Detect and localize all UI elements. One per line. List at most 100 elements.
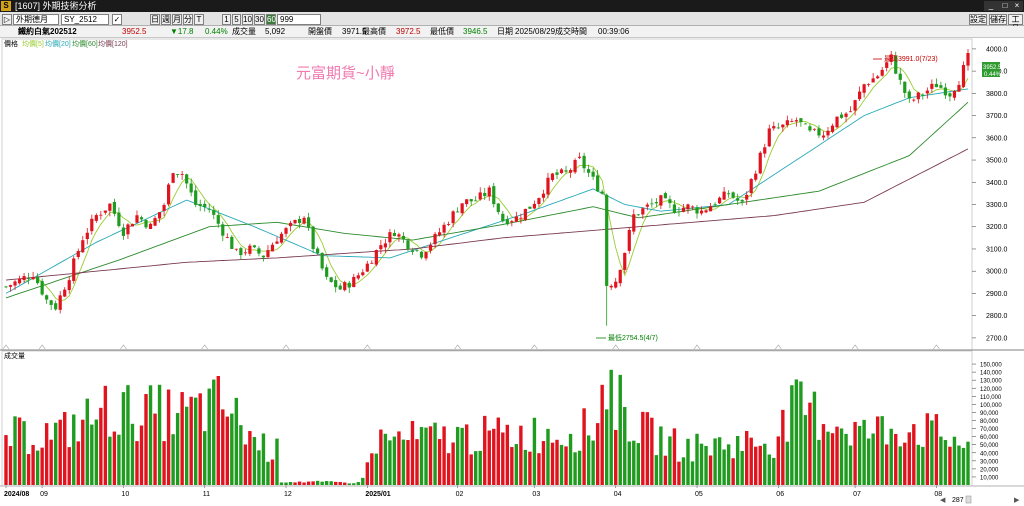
tools-button[interactable]: 工具 (1008, 14, 1023, 33)
volume-bar (203, 431, 207, 485)
period-day[interactable]: 日 (150, 14, 160, 25)
quote-info-bar: 鐵約白氣202512 3952.5 ▼17.8 0.44% 成交量 5,092 … (0, 26, 1024, 38)
volume-value: 5,092 (265, 27, 286, 36)
chart-area[interactable]: 2700.0 2800.0 2900.0 3000.0 3100.0 3200.0 3300… (0, 38, 1024, 506)
scroll-right-icon[interactable]: ▶ (1014, 497, 1020, 504)
candle-body (894, 55, 898, 74)
candle-body (885, 62, 889, 68)
scroll-left-icon[interactable]: ◀ (940, 497, 946, 504)
candle-body (343, 282, 347, 291)
volume-bar (266, 461, 270, 485)
volume-bar (763, 443, 767, 485)
volume-bar (659, 426, 663, 485)
interval-10[interactable]: 10 (242, 14, 253, 25)
volume-bar (365, 462, 370, 485)
volume-bar (627, 441, 631, 485)
play-icon[interactable]: ▷ (2, 14, 12, 25)
candle-body (81, 240, 85, 253)
volume-bar (573, 452, 577, 485)
candle-body (307, 217, 311, 227)
period-week[interactable]: 週 (161, 14, 171, 25)
volume-bar (826, 431, 830, 485)
volume-bar (26, 454, 31, 485)
candle-body (704, 210, 708, 213)
candle-body (406, 240, 410, 250)
candle-body (316, 248, 320, 254)
volume-bar (744, 430, 749, 485)
open-value: 3971.5 (342, 27, 367, 36)
volume-bar (469, 454, 473, 485)
market-select[interactable]: 外期德月 (13, 14, 59, 25)
volume-bar (912, 424, 916, 485)
scrollbar-thumb[interactable] (965, 495, 972, 504)
candle-body (582, 155, 586, 169)
period-minute[interactable]: 分 (183, 14, 193, 25)
candle-body (85, 232, 89, 240)
volume-bar (812, 391, 817, 485)
candle-body (257, 248, 261, 254)
checkbox[interactable]: ✓ (112, 14, 122, 25)
candle-body (889, 54, 893, 62)
volume-bar (288, 481, 293, 485)
volume-bar (862, 419, 866, 485)
candle-body (708, 206, 713, 212)
settings-button[interactable]: 設定 (969, 14, 987, 25)
volume-bar (94, 419, 99, 485)
candle-body (58, 295, 62, 310)
legend-ma20: 均價[20] (45, 39, 71, 48)
maximize-button[interactable]: □ (998, 1, 1012, 11)
bar-count-input[interactable]: 999 (277, 14, 321, 25)
volume-bar (329, 481, 333, 485)
candle-body (573, 159, 577, 173)
volume-bar (112, 431, 117, 485)
ma120-line (5, 148, 969, 281)
candle-body (293, 220, 297, 224)
volume-bar (139, 425, 144, 485)
close-button[interactable]: × (1011, 1, 1023, 11)
volume-bar (44, 423, 49, 485)
volume-bar (894, 433, 898, 485)
candle-body (379, 245, 383, 250)
high-label: 最高價 (362, 27, 386, 36)
candle-body (320, 252, 324, 269)
volume-bar (85, 398, 89, 485)
candle-body (424, 252, 428, 259)
volume-axis-label: 100,000 (980, 403, 1002, 409)
volume-bar (76, 441, 80, 485)
low-label: 最低價 (430, 27, 454, 36)
interval-60[interactable]: 60 (266, 14, 276, 25)
candle-body (370, 262, 374, 264)
time-label: 成交時間 (555, 27, 587, 36)
save-button[interactable]: 儲存 (989, 14, 1007, 25)
candle-body (212, 210, 216, 215)
legend-ma120: 均價[120] (98, 39, 128, 48)
volume-bar (108, 436, 112, 485)
period-month[interactable]: 月 (172, 14, 182, 25)
interval-1[interactable]: 1 (222, 14, 231, 25)
candle-body (695, 207, 699, 214)
candle-body (853, 100, 857, 111)
volume-bar (275, 438, 279, 485)
interval-5[interactable]: 5 (232, 14, 241, 25)
candlestick-chart[interactable]: 2700.0 2800.0 2900.0 3000.0 3100.0 3200.0 3300… (0, 38, 1024, 506)
volume-bar (501, 432, 505, 485)
volume-bar (885, 444, 889, 485)
symbol-select[interactable]: SY_2512 (61, 14, 109, 25)
candle-body (239, 248, 243, 256)
candle-body (121, 227, 126, 236)
minimize-button[interactable]: _ (984, 1, 998, 11)
volume-bar (790, 385, 794, 485)
volume-bar (175, 413, 180, 485)
period-tick[interactable]: T (194, 14, 204, 25)
open-label: 開盤價 (308, 27, 332, 36)
candle-body (731, 192, 735, 198)
candle-body (514, 216, 518, 222)
volume-bar (243, 444, 248, 485)
candle-body (596, 175, 600, 192)
volume-bar (636, 443, 641, 485)
volume-bar (713, 438, 717, 485)
volume-bar (320, 481, 324, 485)
interval-30[interactable]: 30 (254, 14, 265, 25)
candle-body (22, 276, 26, 281)
volume-bar (961, 447, 966, 485)
